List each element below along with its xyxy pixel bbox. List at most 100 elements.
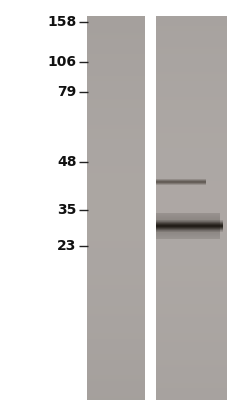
- Bar: [155, 364, 227, 366]
- Bar: [86, 20, 144, 22]
- Bar: [86, 106, 144, 108]
- Bar: [155, 45, 227, 47]
- Bar: [86, 283, 144, 285]
- Bar: [155, 64, 227, 66]
- Bar: [86, 91, 144, 93]
- Bar: [86, 233, 144, 235]
- Bar: [155, 106, 227, 108]
- Bar: [86, 150, 144, 152]
- Bar: [86, 248, 144, 250]
- Bar: [86, 64, 144, 66]
- Bar: [86, 220, 144, 222]
- Bar: [155, 143, 227, 145]
- Bar: [155, 220, 227, 222]
- Bar: [155, 200, 227, 202]
- Bar: [155, 131, 227, 133]
- Bar: [86, 241, 144, 242]
- Bar: [86, 37, 144, 39]
- Bar: [86, 191, 144, 193]
- Bar: [155, 187, 227, 189]
- Bar: [86, 292, 144, 294]
- Bar: [155, 385, 227, 386]
- Bar: [86, 189, 144, 191]
- Bar: [86, 358, 144, 360]
- Bar: [86, 181, 144, 183]
- Bar: [155, 331, 227, 333]
- Bar: [86, 346, 144, 348]
- Bar: [86, 127, 144, 129]
- Bar: [155, 220, 219, 221]
- Bar: [155, 74, 227, 76]
- Bar: [155, 250, 227, 252]
- Bar: [155, 235, 219, 236]
- Bar: [86, 52, 144, 54]
- Bar: [155, 323, 227, 325]
- Bar: [155, 78, 227, 79]
- Bar: [86, 242, 144, 244]
- Bar: [155, 175, 227, 177]
- Bar: [155, 390, 227, 392]
- Bar: [155, 141, 227, 143]
- Bar: [155, 329, 227, 331]
- Bar: [155, 270, 227, 271]
- Bar: [86, 386, 144, 388]
- Bar: [155, 124, 227, 126]
- Bar: [86, 360, 144, 362]
- Bar: [155, 223, 219, 224]
- Bar: [155, 160, 227, 162]
- Bar: [86, 323, 144, 325]
- Bar: [155, 230, 219, 231]
- Bar: [155, 49, 227, 50]
- Bar: [86, 141, 144, 143]
- Bar: [155, 346, 227, 348]
- Bar: [86, 70, 144, 72]
- Bar: [155, 214, 219, 215]
- Bar: [86, 208, 144, 210]
- Bar: [86, 304, 144, 306]
- Bar: [86, 116, 144, 118]
- Bar: [155, 76, 227, 78]
- Bar: [155, 20, 227, 22]
- Bar: [155, 226, 219, 227]
- Text: 79: 79: [57, 85, 76, 99]
- Bar: [86, 270, 144, 271]
- Bar: [155, 120, 227, 122]
- Bar: [155, 275, 227, 277]
- Bar: [155, 304, 227, 306]
- Bar: [155, 35, 227, 37]
- Bar: [155, 344, 227, 346]
- Bar: [155, 294, 227, 296]
- Bar: [155, 373, 227, 375]
- Bar: [86, 146, 144, 148]
- Bar: [155, 152, 227, 154]
- Bar: [155, 39, 227, 41]
- Bar: [86, 110, 144, 112]
- Bar: [155, 218, 219, 219]
- Bar: [155, 319, 227, 321]
- Bar: [155, 356, 227, 358]
- Bar: [155, 91, 227, 93]
- Bar: [86, 185, 144, 187]
- Bar: [155, 248, 227, 250]
- Bar: [86, 388, 144, 390]
- Bar: [155, 234, 219, 235]
- Bar: [86, 354, 144, 356]
- Bar: [155, 377, 227, 379]
- Bar: [155, 271, 227, 273]
- Bar: [86, 277, 144, 279]
- Bar: [86, 30, 144, 31]
- Bar: [155, 133, 227, 135]
- Bar: [155, 386, 227, 388]
- Bar: [86, 294, 144, 296]
- Bar: [86, 54, 144, 56]
- Bar: [86, 156, 144, 158]
- Bar: [86, 279, 144, 281]
- Bar: [155, 371, 227, 373]
- Bar: [86, 129, 144, 131]
- Bar: [155, 383, 227, 385]
- Bar: [86, 49, 144, 50]
- Bar: [86, 145, 144, 146]
- Bar: [86, 275, 144, 277]
- Bar: [155, 62, 227, 64]
- Bar: [155, 310, 227, 312]
